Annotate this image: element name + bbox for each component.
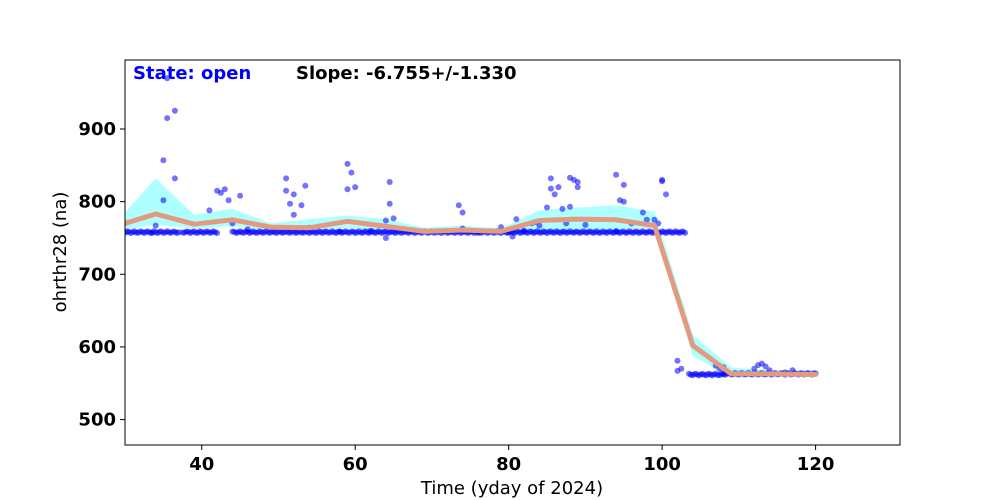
data-point: [221, 186, 228, 193]
y-tick-label: 800: [78, 192, 116, 213]
data-point: [171, 175, 178, 182]
data-point: [674, 357, 681, 364]
data-point: [344, 186, 351, 193]
y-axis-label: ohrthr28 (na): [50, 192, 71, 313]
x-tick-label: 100: [643, 454, 681, 475]
x-tick-label: 40: [189, 454, 214, 475]
data-point: [348, 169, 355, 176]
x-tick-label: 60: [343, 454, 368, 475]
data-point: [214, 230, 221, 236]
data-point: [352, 184, 359, 191]
data-point: [367, 227, 374, 234]
data-point: [651, 216, 658, 223]
plot-area: [125, 75, 819, 379]
data-point: [521, 227, 527, 234]
data-point: [567, 203, 573, 210]
y-axis: 500 600 700 800 900: [78, 119, 125, 431]
data-point: [382, 235, 389, 241]
data-point: [148, 229, 155, 236]
data-point: [659, 178, 666, 185]
data-point: [164, 75, 171, 82]
data-point: [536, 222, 543, 229]
data-point: [290, 211, 297, 218]
axes-frame: [124, 59, 901, 446]
data-point: [283, 175, 290, 182]
y-tick-label: 700: [78, 264, 116, 285]
data-point: [574, 184, 581, 191]
data-point: [509, 233, 516, 240]
data-point: [217, 189, 224, 196]
data-point: [225, 197, 232, 204]
x-axis: 40 60 80 100 120: [189, 445, 834, 475]
data-point: [298, 202, 305, 209]
data-point: [386, 179, 393, 185]
data-point: [544, 204, 550, 211]
x-tick-label: 120: [797, 454, 835, 475]
data-point: [620, 198, 627, 205]
data-point: [663, 191, 669, 198]
data-point: [152, 222, 159, 229]
y-tick-label: 900: [78, 119, 116, 140]
data-point: [547, 175, 554, 182]
x-tick-label: 80: [496, 454, 521, 475]
x-axis-label: Time (yday of 2024): [420, 478, 603, 499]
y-tick-label: 500: [78, 410, 116, 431]
data-point: [582, 221, 589, 228]
data-point: [160, 157, 167, 164]
data-point: [287, 200, 293, 207]
data-point: [455, 202, 462, 209]
state-annotation: State: open: [133, 63, 251, 84]
data-point: [459, 209, 466, 216]
data-point: [762, 363, 769, 370]
data-point: [555, 184, 562, 191]
data-point: [386, 200, 393, 207]
data-point: [551, 191, 558, 198]
data-point: [513, 216, 520, 223]
data-point: [160, 197, 167, 204]
data-point: [559, 205, 566, 212]
data-point: [283, 187, 290, 194]
data-point: [674, 367, 681, 374]
data-point: [390, 215, 397, 222]
data-point: [382, 217, 389, 224]
data-point: [302, 182, 309, 189]
data-point: [244, 226, 251, 233]
data-point: [206, 207, 213, 214]
data-point: [290, 191, 297, 198]
data-point: [171, 107, 178, 114]
data-point: [574, 179, 581, 185]
trend-line: [125, 211, 819, 377]
data-point: [639, 209, 646, 216]
data-point: [620, 181, 627, 188]
y-tick-label: 600: [78, 337, 116, 358]
slope-annotation: Slope: -6.755+/-1.330: [296, 63, 517, 84]
data-point: [164, 115, 171, 122]
data-point: [344, 160, 351, 167]
data-point: [643, 216, 650, 223]
data-point: [751, 365, 758, 372]
data-point: [613, 171, 620, 178]
series-group: [125, 75, 819, 379]
data-point: [682, 229, 689, 236]
data-point: [547, 185, 554, 192]
data-point: [237, 192, 244, 199]
